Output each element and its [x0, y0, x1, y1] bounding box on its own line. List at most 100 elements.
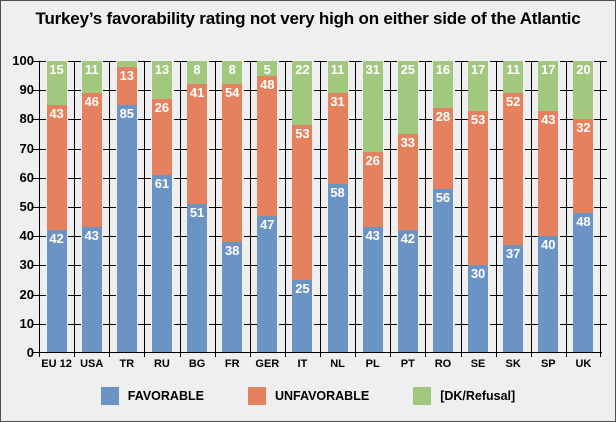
axis-tick	[68, 236, 81, 238]
axis-tick	[384, 294, 397, 296]
x-axis-tick	[109, 353, 110, 357]
bar-value-label: 42	[49, 231, 64, 247]
axis-tick	[314, 61, 327, 62]
x-axis-category-label: USA	[80, 358, 104, 370]
bar-segment: 52	[503, 93, 524, 245]
axis-tick	[209, 294, 222, 296]
axis-tick	[490, 61, 503, 62]
bar-segment: 8	[187, 61, 208, 85]
bar-segment: 51	[187, 204, 208, 353]
y-axis-tick-label: 40	[19, 228, 34, 244]
bar-value-label: 48	[576, 213, 591, 229]
bar-value-label: 37	[505, 245, 521, 261]
axis-tick	[349, 294, 362, 296]
axis-tick	[384, 148, 397, 150]
axis-tick	[138, 61, 151, 62]
axis-tick	[314, 294, 327, 296]
axis-tick	[174, 294, 187, 296]
axis-tick	[384, 119, 397, 121]
chart-title: Turkey’s favorability rating not very hi…	[35, 9, 581, 28]
axis-tick	[525, 236, 538, 238]
axis-tick	[455, 207, 468, 208]
bar-segment: 48	[573, 212, 594, 353]
axis-tick	[209, 177, 222, 179]
axis-tick	[244, 119, 257, 121]
legend-swatch	[100, 387, 119, 405]
axis-tick	[560, 207, 573, 208]
bar-value-label: 25	[295, 281, 310, 296]
axis-tick	[419, 90, 432, 92]
axis-tick	[244, 265, 257, 267]
y-axis-tick-label: 30	[19, 257, 34, 273]
x-axis-category-label: PL	[365, 358, 380, 370]
legend-swatch	[247, 387, 266, 405]
axis-tick	[384, 61, 397, 62]
axis-tick	[560, 61, 573, 62]
axis-tick	[68, 148, 81, 150]
bar-value-label: 43	[541, 111, 556, 127]
bar-value-label: 17	[470, 62, 486, 78]
bar-value-label: 48	[260, 76, 275, 92]
bar-value-label: 11	[84, 62, 99, 78]
x-axis-category-label: EU 12	[41, 358, 72, 370]
axis-tick	[560, 119, 573, 121]
x-axis-tick	[250, 353, 251, 357]
axis-tick	[138, 148, 151, 150]
axis-tick	[419, 265, 432, 267]
bar-value-label: 53	[470, 111, 486, 127]
x-axis-tick	[390, 353, 391, 357]
axis-tick	[525, 148, 538, 150]
bar-value-label: 26	[365, 152, 380, 168]
bar-segment: 15	[46, 61, 67, 105]
y-axis-tick-label: 0	[26, 345, 34, 360]
bar-segment: 54	[222, 84, 243, 243]
axis-tick	[455, 294, 468, 296]
bar-value-label: 16	[435, 62, 451, 78]
bar-value-label: 46	[84, 94, 99, 110]
x-axis-tick	[320, 353, 321, 357]
bar-value-label: 52	[505, 94, 521, 110]
axis-tick	[419, 61, 432, 62]
bar-segment: 17	[468, 61, 489, 111]
axis-tick	[174, 148, 187, 150]
axis-tick	[138, 323, 151, 325]
axis-tick	[560, 236, 573, 238]
bar-segment: 42	[397, 230, 418, 353]
axis-tick	[525, 177, 538, 179]
axis-tick	[68, 323, 81, 325]
axis-tick	[490, 177, 503, 179]
y-axis-tick-label: 80	[19, 111, 34, 127]
bar-value-label: 56	[435, 190, 451, 206]
x-axis-tick	[496, 353, 497, 357]
axis-tick	[455, 148, 468, 150]
bar-segment: 43	[362, 227, 383, 353]
bar-segment: 25	[397, 61, 418, 134]
x-axis-tick	[144, 353, 145, 357]
bar-value-label: 33	[400, 135, 416, 151]
x-axis-category-label: PT	[400, 358, 415, 370]
axis-tick	[138, 236, 151, 238]
bar-segment: 43	[46, 104, 67, 231]
axis-tick	[490, 90, 503, 92]
axis-tick	[138, 294, 151, 296]
x-axis: EU 12 USA TR RU BG FR GER IT NL PL PT RO SE SK SP UK	[39, 358, 601, 374]
x-axis-tick	[566, 353, 567, 357]
bar-value-label: 11	[506, 62, 521, 78]
bar-segment: 20	[573, 61, 594, 120]
axis-tick	[279, 294, 292, 296]
axis-tick	[490, 207, 503, 208]
axis-tick	[209, 61, 222, 62]
axis-tick	[138, 207, 151, 208]
axis-tick	[384, 323, 397, 325]
axis-tick	[138, 177, 151, 179]
axis-tick	[279, 265, 292, 267]
axis-tick	[244, 177, 257, 179]
bar-value-label: 53	[295, 126, 310, 142]
axis-tick	[314, 236, 327, 238]
x-axis-tick	[461, 353, 462, 357]
axis-tick	[33, 236, 46, 238]
bar-segment: 53	[292, 125, 313, 280]
axis-tick	[419, 294, 432, 296]
bar-segment: 42	[46, 230, 67, 353]
